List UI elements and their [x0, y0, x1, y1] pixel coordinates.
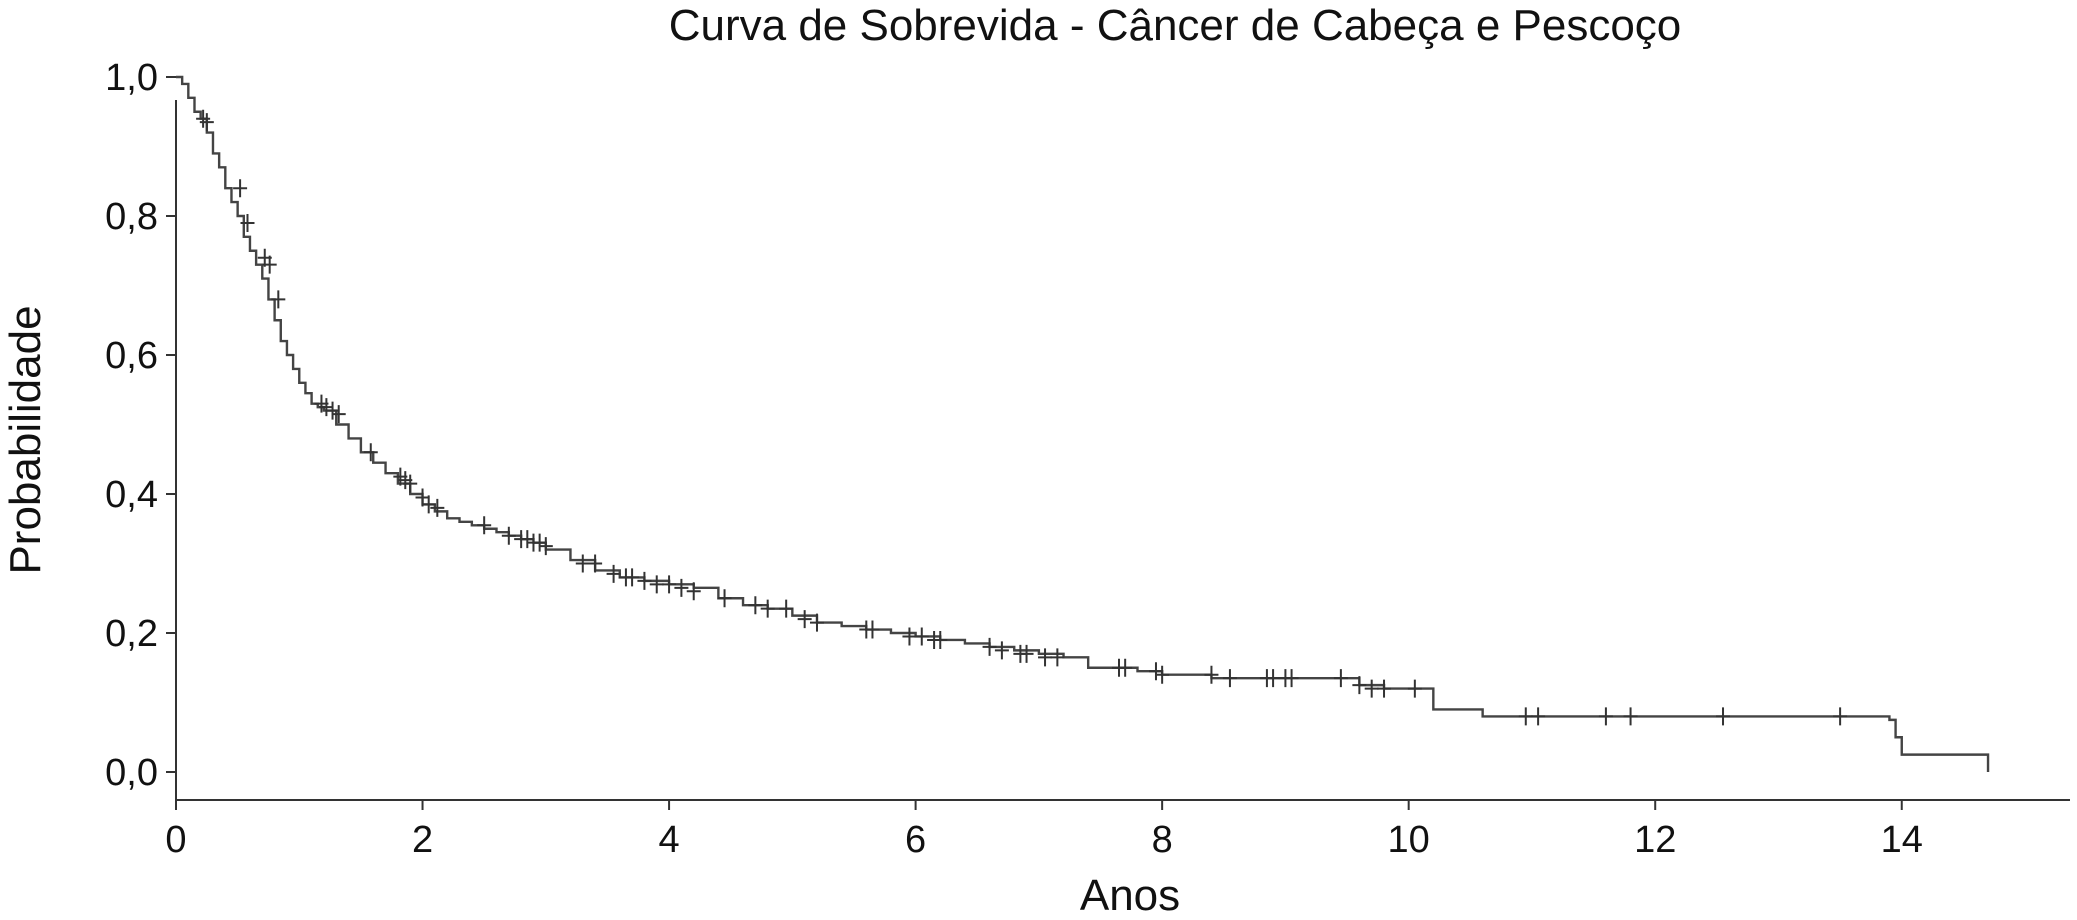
x-tick-label: 10 [1388, 819, 1430, 861]
censor-mark [606, 564, 621, 583]
censor-mark [1266, 669, 1281, 688]
censor-mark [1833, 707, 1848, 726]
x-tick-label: 2 [412, 819, 433, 861]
censor-mark [233, 179, 248, 198]
censor-mark [748, 596, 763, 615]
x-tick-label: 6 [905, 819, 926, 861]
x-tick-label: 14 [1881, 819, 1923, 861]
censor-mark [1407, 679, 1422, 698]
censor-mark [760, 599, 775, 618]
censor-mark [262, 255, 277, 274]
censor-mark [199, 113, 214, 132]
censor-mark [1050, 648, 1065, 667]
censor-mark [982, 637, 997, 656]
x-tick-label: 12 [1634, 819, 1676, 861]
censor-mark [1204, 665, 1219, 684]
y-tick-label: 0,8 [105, 196, 158, 238]
censor-mark [1155, 665, 1170, 684]
chart-title: Curva de Sobrevida - Câncer de Cabeça e … [669, 1, 1682, 50]
censor-mark [501, 526, 516, 545]
censor-mark [914, 627, 929, 646]
x-tick-label: 0 [165, 819, 186, 861]
censor-mark [520, 530, 535, 549]
y-tick-label: 0,6 [105, 335, 158, 377]
y-axis-label: Probabilidade [1, 305, 50, 574]
censor-mark [575, 554, 590, 573]
y-tick-label: 0,2 [105, 613, 158, 655]
censor-mark [319, 398, 334, 417]
censor-mark [325, 401, 340, 420]
censor-mark [662, 575, 677, 594]
censor-mark [797, 610, 812, 629]
y-tick-label: 0,4 [105, 474, 158, 516]
censor-mark [625, 568, 640, 587]
censor-mark [1333, 669, 1348, 688]
censor-mark [1364, 679, 1379, 698]
censor-mark [532, 533, 547, 552]
censor-mark [588, 554, 603, 573]
censor-mark [717, 589, 732, 608]
censor-mark [674, 578, 689, 597]
censor-mark [430, 498, 445, 517]
x-axis-label: Anos [1080, 871, 1180, 920]
censor-mark [1598, 707, 1613, 726]
censor-mark [637, 571, 652, 590]
censor-mark [1352, 676, 1367, 695]
censor-mark [1377, 679, 1392, 698]
x-axis-ticks: 0 2 4 6 8 10 12 14 [165, 800, 1923, 861]
censor-mark [240, 213, 255, 232]
censor-mark [1531, 707, 1546, 726]
censor-mark [779, 599, 794, 618]
censor-mark [1038, 648, 1053, 667]
censor-marks [196, 109, 1848, 726]
censor-mark [477, 516, 492, 535]
survival-curve-line [176, 75, 1990, 772]
censor-mark [1716, 707, 1731, 726]
censor-mark [686, 582, 701, 601]
censor-mark [1148, 662, 1163, 681]
x-tick-label: 8 [1152, 819, 1173, 861]
censor-mark [1222, 669, 1237, 688]
censor-mark [331, 405, 346, 424]
censor-mark [1518, 707, 1533, 726]
censor-mark [421, 495, 436, 514]
censor-mark [363, 443, 378, 462]
censor-mark [865, 620, 880, 639]
censor-mark [271, 290, 286, 309]
censor-mark [649, 575, 664, 594]
y-tick-label: 1,0 [105, 57, 158, 99]
censor-mark [1623, 707, 1638, 726]
censor-mark [538, 537, 553, 556]
censor-mark [1019, 644, 1034, 663]
y-axis-ticks: 0,0 0,2 0,4 0,6 0,8 1,0 [105, 57, 176, 794]
censor-mark [403, 474, 418, 493]
censor-mark [933, 630, 948, 649]
censor-mark [1118, 658, 1133, 677]
censor-mark [1284, 669, 1299, 688]
censor-mark [994, 641, 1009, 660]
censor-mark [902, 627, 917, 646]
censor-mark [809, 613, 824, 632]
y-tick-label: 0,0 [105, 752, 158, 794]
x-tick-label: 4 [659, 819, 680, 861]
